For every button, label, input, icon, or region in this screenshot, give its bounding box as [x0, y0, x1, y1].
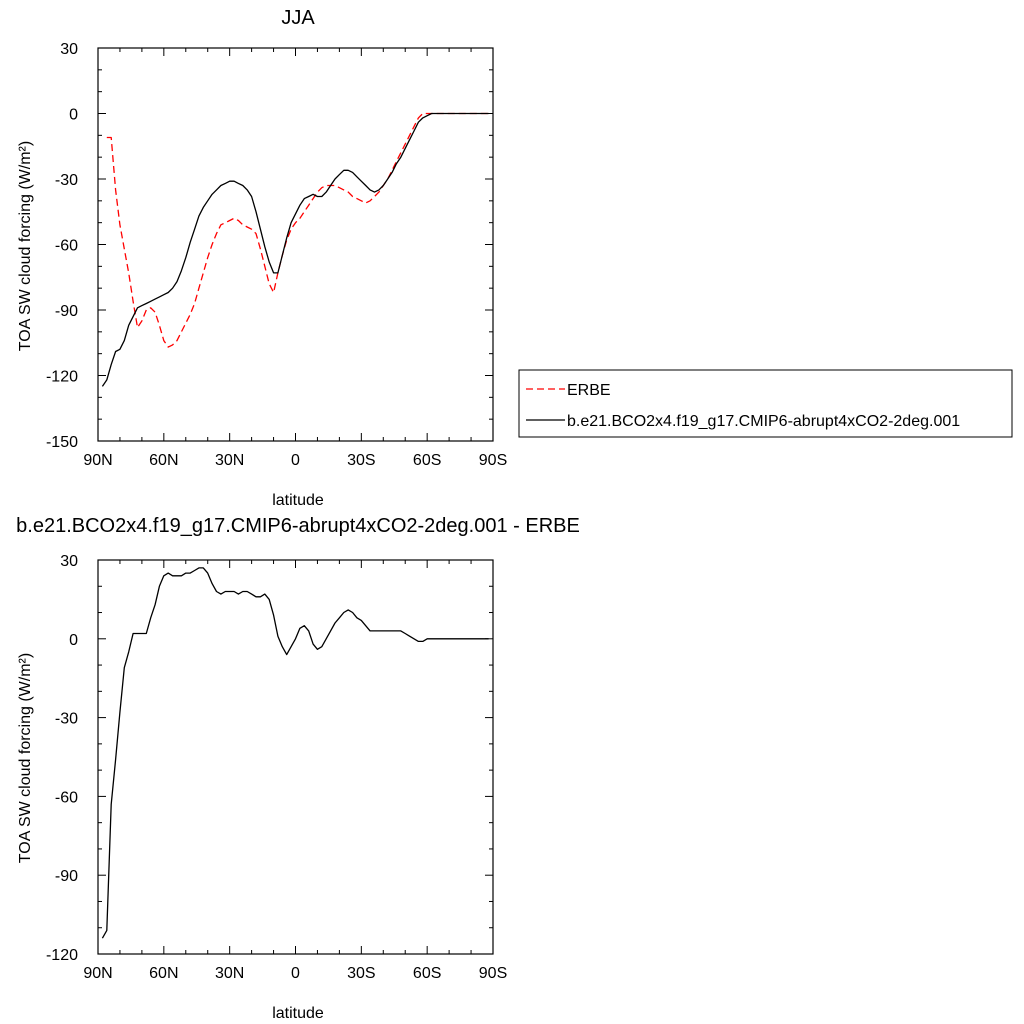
legend-box: [518, 369, 1013, 438]
x-tick-label: 60S: [413, 965, 441, 982]
x-tick-label: 60S: [413, 452, 441, 469]
bottom-plot-series: [101, 567, 489, 939]
series-line-difference: [101, 567, 489, 939]
x-tick-label: 60N: [149, 452, 178, 469]
bottom-plot-y-axis-label: TOA SW cloud forcing (W/m²): [17, 653, 34, 863]
top-plot-y-axis-label: TOA SW cloud forcing (W/m²): [17, 141, 34, 351]
y-tick-label: 0: [69, 632, 78, 649]
y-tick-label: -30: [55, 172, 78, 189]
x-tick-label: 90N: [83, 452, 112, 469]
top-plot-x-axis-label: latitude: [272, 492, 324, 509]
x-tick-label: 90S: [479, 452, 507, 469]
legend: ERBE b.e21.BCO2x4.f19_g17.CMIP6-abrupt4x…: [518, 369, 1013, 438]
y-tick-label: -30: [55, 711, 78, 728]
legend-entry-erbe: ERBE: [567, 382, 611, 399]
bottom-plot-frame: [97, 559, 494, 955]
y-tick-label: -150: [46, 434, 78, 451]
x-tick-label: 30S: [347, 452, 375, 469]
y-tick-label: -90: [55, 868, 78, 885]
x-tick-label: 0: [291, 965, 300, 982]
x-tick-label: 90N: [83, 965, 112, 982]
x-tick-label: 30S: [347, 965, 375, 982]
x-tick-label: 90S: [479, 965, 507, 982]
top-plot-ticks: 90N 60N 30N 0 30S 60S 90S 30 0 -30 -60 -90 -120 -150: [46, 41, 507, 469]
y-tick-label: 30: [60, 553, 78, 570]
y-tick-label: -60: [55, 238, 78, 255]
bottom-plot-title: b.e21.BCO2x4.f19_g17.CMIP6-abrupt4xCO2-2…: [16, 515, 580, 537]
jja-comparison-plot: JJA 90N 60N 30N 0 30S 60S 90S 30 0 -30 -60 -90 -120 -…: [17, 7, 507, 509]
bottom-plot-x-axis-label: latitude: [272, 1005, 324, 1022]
x-tick-label: 60N: [149, 965, 178, 982]
y-tick-label: 30: [60, 41, 78, 58]
y-tick-label: 0: [69, 107, 78, 124]
x-tick-label: 30N: [215, 965, 244, 982]
series-line-b-e21-bco2x4-f19-g17-cmip6-abrupt4xco2-2deg-001: [101, 112, 489, 387]
x-tick-label: 0: [291, 452, 300, 469]
x-tick-label: 30N: [215, 452, 244, 469]
legend-entry-model: b.e21.BCO2x4.f19_g17.CMIP6-abrupt4xCO2-2…: [567, 413, 960, 430]
series-line-erbe: [106, 112, 489, 348]
y-tick-label: -120: [46, 947, 78, 964]
y-tick-label: -90: [55, 303, 78, 320]
difference-plot: b.e21.BCO2x4.f19_g17.CMIP6-abrupt4xCO2-2…: [16, 515, 580, 1022]
top-plot-frame: [97, 47, 494, 442]
top-plot-title: JJA: [281, 7, 315, 29]
y-tick-label: -60: [55, 789, 78, 806]
y-tick-label: -120: [46, 369, 78, 386]
top-plot-series: [101, 112, 489, 387]
bottom-plot-ticks: 90N 60N 30N 0 30S 60S 90S 30 0 -30 -60 -90 -120: [46, 553, 507, 982]
